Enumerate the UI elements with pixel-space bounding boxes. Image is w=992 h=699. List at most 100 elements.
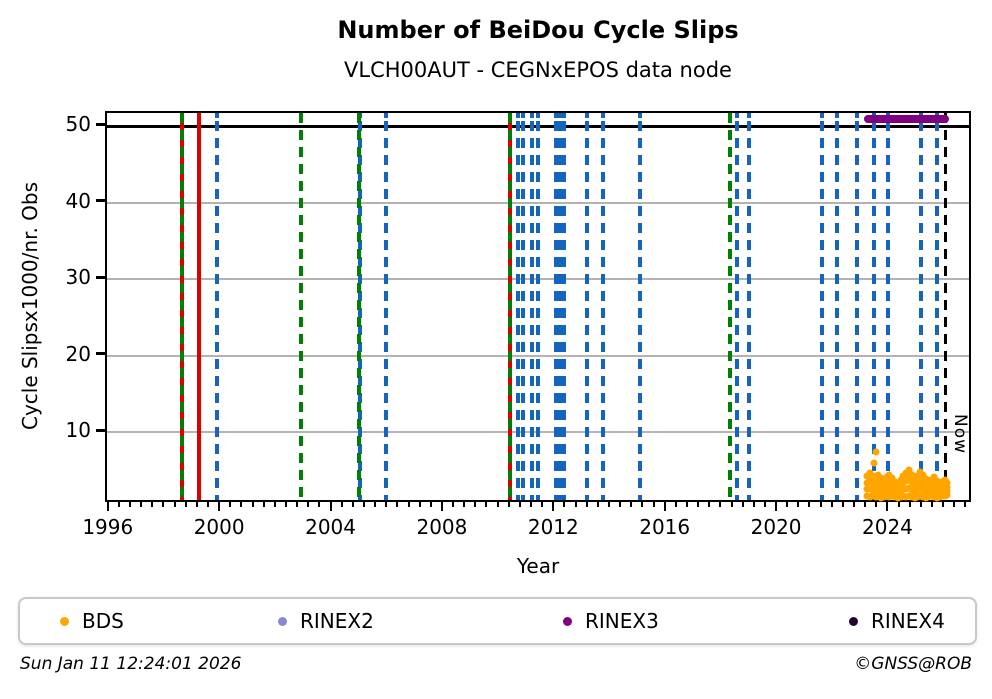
x-tick-minor <box>741 502 744 507</box>
y-tick <box>96 199 105 203</box>
y-tick-label: 40 <box>65 188 91 213</box>
x-tick-minor <box>496 502 499 507</box>
x-tick-label: 2012 <box>527 515 579 539</box>
blue-dashed-vline <box>855 113 860 500</box>
x-tick-major <box>329 502 332 511</box>
x-tick-label: 2008 <box>416 515 468 539</box>
x-tick-minor <box>407 502 410 507</box>
x-tick-minor <box>919 502 922 507</box>
x-tick-major <box>663 502 666 511</box>
bds-data-point <box>870 459 878 467</box>
x-tick-minor <box>875 502 878 507</box>
y-tick <box>96 275 105 279</box>
x-tick-minor <box>630 502 633 507</box>
x-tick-minor <box>541 502 544 507</box>
x-tick-minor <box>262 502 265 507</box>
bds-data-point <box>913 472 921 480</box>
y-tick-label: 50 <box>65 112 91 136</box>
x-tick-minor <box>452 502 455 507</box>
x-tick-label: 2024 <box>862 515 913 539</box>
legend-item-bds: BDS <box>60 599 124 643</box>
now-vline <box>944 113 948 500</box>
x-tick-minor <box>697 502 700 507</box>
x-tick-minor <box>908 502 911 507</box>
x-tick-minor <box>841 502 844 507</box>
blue-dashed-vline <box>584 113 589 500</box>
footer-credit: ©GNSS@ROB <box>854 654 972 674</box>
x-tick-minor <box>307 502 310 507</box>
x-tick-minor <box>374 502 377 507</box>
x-tick-minor <box>730 502 733 507</box>
blue-dashed-vline <box>746 113 751 500</box>
x-tick-major <box>218 502 221 511</box>
x-tick-minor <box>195 502 198 507</box>
x-tick-minor <box>719 502 722 507</box>
blue-dashed-vline <box>935 113 940 500</box>
bds-data-point <box>888 474 896 482</box>
x-tick-minor <box>463 502 466 507</box>
x-tick-minor <box>351 502 354 507</box>
x-tick-label: 1996 <box>82 515 134 539</box>
plot-area <box>105 111 971 502</box>
bds-data-point <box>943 483 951 491</box>
y-tick-label: 20 <box>65 341 91 366</box>
green-dashed-vline <box>357 113 362 500</box>
x-tick-label: 2004 <box>305 515 356 539</box>
legend-label: RINEX2 <box>300 609 374 633</box>
x-tick-label: 2016 <box>639 515 691 539</box>
x-tick-minor <box>830 502 833 507</box>
blue-dashed-vline <box>214 113 219 500</box>
x-tick-major <box>440 502 443 511</box>
y-tick-label: 10 <box>65 418 91 443</box>
x-tick-minor <box>530 502 533 507</box>
x-tick-minor <box>229 502 232 507</box>
x-tick-minor <box>853 502 856 507</box>
x-tick-minor <box>296 502 299 507</box>
bds-data-point <box>905 466 913 474</box>
bds-data-point <box>930 473 938 481</box>
x-tick-minor <box>585 502 588 507</box>
bds-data-point <box>943 487 951 495</box>
x-tick-minor <box>140 502 143 507</box>
blue-dashed-vline <box>735 113 740 500</box>
blue-dashed-vline <box>554 113 559 500</box>
bds-data-point <box>913 479 921 487</box>
x-tick-minor <box>563 502 566 507</box>
x-tick-minor <box>162 502 165 507</box>
green-dashed-vline <box>179 113 184 500</box>
bds-data-point <box>872 474 880 482</box>
x-tick-label: 2020 <box>750 515 802 539</box>
x-tick-minor <box>396 502 399 507</box>
legend-item-rinex2: RINEX2 <box>278 599 374 643</box>
bds-data-point <box>872 448 880 456</box>
blue-dashed-vline <box>520 113 525 500</box>
x-tick-label: 2000 <box>193 515 245 539</box>
blue-dashed-vline <box>886 113 891 500</box>
y-tick <box>96 428 105 432</box>
blue-dashed-vline <box>558 113 563 500</box>
legend-dot-icon <box>60 616 69 626</box>
x-tick-minor <box>273 502 276 507</box>
x-tick-minor <box>518 502 521 507</box>
legend-label: RINEX4 <box>871 609 945 633</box>
x-tick-minor <box>507 502 510 507</box>
rinex3-segment <box>864 115 950 124</box>
x-tick-minor <box>474 502 477 507</box>
x-tick-major <box>775 502 778 511</box>
x-tick-minor <box>652 502 655 507</box>
chart-subtitle: VLCH00AUT - CEGNxEPOS data node <box>344 58 732 82</box>
blue-dashed-vline <box>637 113 642 500</box>
legend: BDS RINEX2 RINEX3 RINEX4 <box>18 597 977 645</box>
legend-dot-icon <box>278 616 287 626</box>
bds-data-point <box>908 471 916 479</box>
x-tick-minor <box>942 502 945 507</box>
bds-data-point <box>927 476 935 484</box>
x-tick-minor <box>184 502 187 507</box>
red-solid-vline <box>197 113 202 500</box>
x-tick-minor <box>819 502 822 507</box>
x-tick-major <box>886 502 889 511</box>
green-dashed-vline <box>507 113 512 500</box>
x-tick-minor <box>284 502 287 507</box>
blue-dashed-vline <box>383 113 388 500</box>
